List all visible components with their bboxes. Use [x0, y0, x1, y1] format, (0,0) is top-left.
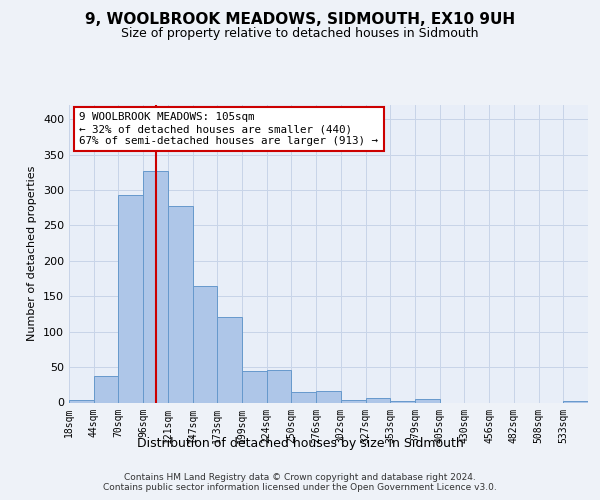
Bar: [341, 400, 365, 402]
Bar: [168, 206, 193, 402]
Bar: [267, 370, 292, 402]
Bar: [415, 399, 440, 402]
Bar: [390, 401, 415, 402]
Bar: [193, 286, 217, 403]
Text: 9 WOOLBROOK MEADOWS: 105sqm
← 32% of detached houses are smaller (440)
67% of se: 9 WOOLBROOK MEADOWS: 105sqm ← 32% of det…: [79, 112, 379, 146]
Text: Size of property relative to detached houses in Sidmouth: Size of property relative to detached ho…: [121, 28, 479, 40]
Text: Distribution of detached houses by size in Sidmouth: Distribution of detached houses by size …: [137, 438, 463, 450]
Bar: [365, 398, 390, 402]
Bar: [94, 376, 118, 402]
Bar: [563, 401, 588, 402]
Bar: [217, 317, 242, 402]
Bar: [118, 195, 143, 402]
Bar: [242, 372, 267, 402]
Bar: [69, 400, 94, 402]
Bar: [316, 391, 341, 402]
Text: 9, WOOLBROOK MEADOWS, SIDMOUTH, EX10 9UH: 9, WOOLBROOK MEADOWS, SIDMOUTH, EX10 9UH: [85, 12, 515, 28]
Text: Contains HM Land Registry data © Crown copyright and database right 2024.
Contai: Contains HM Land Registry data © Crown c…: [103, 472, 497, 492]
Bar: [292, 392, 316, 402]
Y-axis label: Number of detached properties: Number of detached properties: [28, 166, 37, 342]
Bar: [143, 171, 168, 402]
